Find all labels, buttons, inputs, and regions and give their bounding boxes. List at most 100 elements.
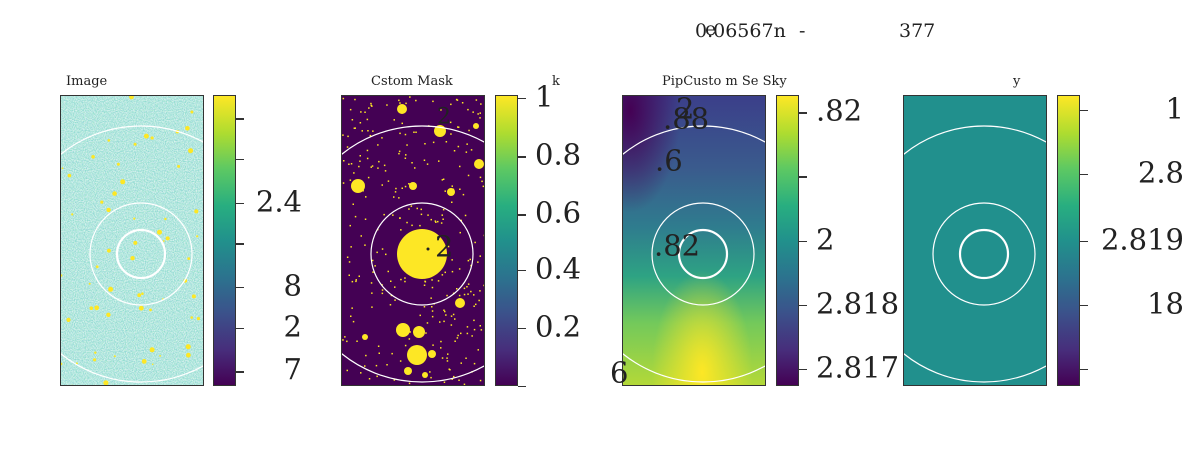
mask-speck xyxy=(450,315,453,317)
mask-speck xyxy=(401,122,403,125)
mask-speck xyxy=(450,133,452,135)
star-point xyxy=(137,293,142,298)
mask-speck xyxy=(399,132,401,135)
colorbar-label-mask: k xyxy=(552,74,560,89)
mask-speck xyxy=(477,113,479,115)
mask-speck xyxy=(398,197,400,199)
mask-speck xyxy=(483,284,484,287)
mask-speck xyxy=(481,180,483,183)
mask-speck xyxy=(360,111,362,113)
mask-speck xyxy=(393,196,395,198)
star-point xyxy=(129,96,134,100)
mask-speck xyxy=(431,279,433,281)
mask-speck xyxy=(423,159,426,161)
mask-speck xyxy=(474,241,476,244)
mask-speck xyxy=(470,264,472,267)
colorbar-tick xyxy=(236,118,244,120)
mask-speck xyxy=(353,172,355,174)
sky-overlay-5: 6 xyxy=(610,355,629,390)
inner-annulus xyxy=(370,202,474,306)
mask-speck xyxy=(350,246,352,248)
mask-speck xyxy=(381,184,383,186)
mask-speck xyxy=(479,255,481,257)
mask-speck xyxy=(464,214,467,217)
mask-speck xyxy=(478,299,480,302)
star-point xyxy=(94,305,100,311)
mask-speck xyxy=(346,369,348,372)
mask-speck xyxy=(431,315,434,318)
mask-speck xyxy=(368,378,371,380)
mask-speck xyxy=(462,193,465,196)
star-point xyxy=(196,235,199,238)
inner-annulus xyxy=(89,202,193,306)
mask-speck xyxy=(411,224,413,227)
mask-speck xyxy=(467,174,470,177)
mask-overlay-2: 2 xyxy=(435,229,454,264)
mask-speck xyxy=(463,287,466,290)
colorbar-tick-label: 1 xyxy=(1165,90,1184,125)
mask-speck xyxy=(406,221,408,224)
mask-speck xyxy=(387,180,390,182)
mask-speck xyxy=(451,378,453,380)
mask-speck xyxy=(451,259,453,261)
mask-speck xyxy=(440,109,442,111)
mask-speck xyxy=(400,278,402,281)
mask-speck xyxy=(383,164,386,167)
star-point xyxy=(141,292,144,295)
mask-speck xyxy=(460,362,462,364)
star-point xyxy=(138,305,144,311)
mask-speck xyxy=(434,220,437,222)
mask-speck xyxy=(427,214,429,216)
star-point xyxy=(190,110,194,114)
mask-speck xyxy=(364,244,366,246)
star-point xyxy=(61,274,63,277)
mask-speck xyxy=(445,141,448,143)
mask-speck xyxy=(471,335,473,337)
mask-speck xyxy=(443,309,445,311)
mask-speck xyxy=(479,325,481,327)
star-point xyxy=(103,380,109,385)
mask-speck xyxy=(366,149,369,152)
star-point xyxy=(151,363,154,366)
mask-speck xyxy=(457,145,460,148)
mask-speck xyxy=(480,329,483,331)
mask-speck xyxy=(454,318,456,320)
colorbar-tick xyxy=(236,202,244,205)
mask-speck xyxy=(344,336,346,338)
mask-speck xyxy=(420,208,422,211)
image-heatmap xyxy=(61,96,203,385)
star-point xyxy=(112,191,117,196)
star-point xyxy=(164,217,167,221)
panel-title-sky: PipCusto m Se Sky xyxy=(662,74,787,89)
mask-speck xyxy=(443,381,446,383)
star-point xyxy=(71,213,74,216)
mask-speck xyxy=(370,102,372,105)
mask-speck xyxy=(413,131,415,133)
outer-annulus xyxy=(61,125,203,383)
inner-annulus xyxy=(932,202,1036,306)
inner-annulus xyxy=(651,202,755,306)
mask-speck xyxy=(458,268,461,270)
mask-speck xyxy=(346,146,349,148)
star-point xyxy=(100,200,104,204)
star-point xyxy=(107,139,111,142)
mask-speck xyxy=(364,365,366,367)
star-point xyxy=(190,316,193,319)
panel-title-mask: Cstom Mask xyxy=(371,74,453,89)
star-point xyxy=(149,347,155,353)
mask-speck xyxy=(458,294,461,297)
colorbar-tick-label: 7 xyxy=(283,352,302,387)
mask-speck xyxy=(399,217,401,219)
mask-speck xyxy=(349,108,352,111)
mask-speck xyxy=(432,100,434,103)
mask-speck xyxy=(426,163,429,165)
star-point xyxy=(133,217,136,220)
mask-speck xyxy=(430,297,432,299)
colorbar-tick xyxy=(236,243,244,245)
sky-overlay-4: .82 xyxy=(654,228,701,263)
mask-speck xyxy=(352,320,355,323)
star-point xyxy=(196,317,200,321)
mask-speck xyxy=(441,179,444,181)
mask-speck xyxy=(415,99,417,102)
mask-speck xyxy=(346,340,348,343)
